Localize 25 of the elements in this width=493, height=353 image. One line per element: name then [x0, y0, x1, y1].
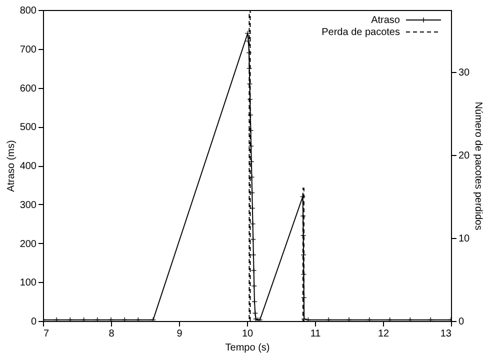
x-tick-label: 11	[310, 328, 322, 340]
y2-tick-label: 30	[458, 68, 470, 79]
y2-tick-label: 20	[458, 150, 470, 162]
x-tick-label: 7	[44, 328, 50, 340]
y-axis-title: Atraso (ms)	[6, 140, 17, 192]
x-tick-label: 13	[440, 328, 452, 340]
x-axis-title: Tempo (s)	[225, 342, 270, 353]
y-tick-label: 500	[20, 122, 37, 134]
y-tick-label: 400	[20, 161, 37, 172]
y-tick-label: 0	[30, 316, 37, 328]
y-tick-label: 800	[20, 6, 37, 16]
y-tick-label: 200	[20, 238, 37, 250]
x-tick-label: 8	[108, 328, 115, 340]
y-tick-label: 100	[20, 278, 37, 289]
legend-label: Perda de pacotes	[322, 27, 400, 38]
y2-tick-label: 10	[458, 234, 470, 245]
y-tick-label: 600	[20, 83, 37, 94]
y-tick-label: 700	[20, 44, 37, 56]
x-tick-label: 12	[378, 328, 390, 340]
y2-axis-title: Número de pacotes perdidos	[472, 102, 484, 230]
x-tick-label: 9	[176, 328, 183, 340]
y2-tick-label: 0	[458, 316, 464, 328]
y-tick-label: 300	[20, 200, 37, 211]
x-tick-label: 10	[242, 328, 254, 340]
legend-label: Atraso	[371, 15, 400, 26]
